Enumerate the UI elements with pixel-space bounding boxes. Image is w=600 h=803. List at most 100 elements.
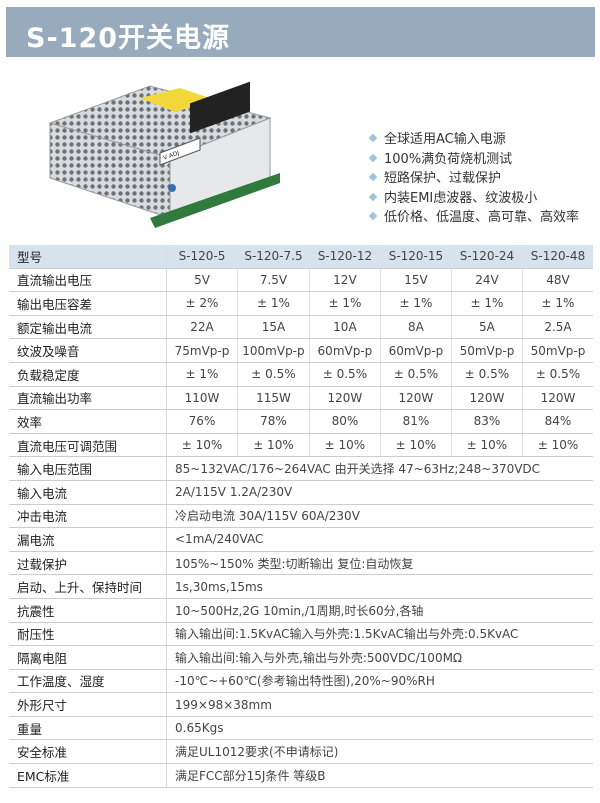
row-label: 工作温度、湿度 [9, 669, 167, 694]
diamond-bullet-icon [368, 192, 378, 201]
feature-text: 低价格、低温度、高可靠、高效率 [384, 210, 580, 225]
cell-value: 5A [451, 315, 523, 340]
cell-value: 24V [451, 268, 523, 293]
cell-value: ± 1% [237, 291, 310, 316]
spec-table: 型号 S-120-5 S-120-7.5 S-120-12 S-120-15 S-120-… [9, 245, 593, 788]
cell-value: 15A [237, 315, 310, 340]
row-label: 耐压性 [9, 622, 167, 647]
row-label: 过载保护 [9, 551, 167, 576]
title-banner: S-120开关电源 [6, 7, 595, 57]
cell-value: 60mVp-p [380, 338, 452, 363]
cell-value: ± 0.5% [451, 362, 523, 387]
row-label: 漏电流 [9, 527, 167, 552]
model-header: S-120-48 [522, 245, 593, 269]
row-label: 抗震性 [9, 598, 167, 623]
diamond-bullet-icon [368, 133, 378, 143]
cell-value: ± 1% [309, 291, 381, 316]
model-header: S-120-7.5 [237, 245, 310, 269]
cell-value: ± 0.5% [380, 362, 452, 387]
feature-item: 全球适用AC输入电源 [366, 130, 579, 150]
table-row: 直流输出功率 110W 115W 120W 120W 120W 120W [9, 386, 593, 411]
row-label: 直流输出功率 [9, 386, 167, 411]
cell-value: ± 0.5% [309, 362, 381, 387]
cell-value: 50mVp-p [451, 338, 523, 363]
cell-value: 78% [237, 409, 310, 434]
cell-value: 输入输出间:1.5KvAC输入与外壳:1.5KvAC输出与外壳:0.5KvAC [166, 622, 593, 647]
cell-value: ± 10% [380, 433, 452, 458]
table-row: 输出电压容差 ± 2% ± 1% ± 1% ± 1% ± 1% ± 1% [9, 291, 593, 316]
cell-value: 76% [166, 409, 239, 434]
cell-value: 10A [309, 315, 381, 340]
table-row: EMC标准 满足FCC部分15J条件 等级B [9, 763, 593, 788]
feature-text: 短路保护、过载保护 [384, 171, 502, 186]
model-header: S-120-12 [309, 245, 381, 269]
table-row: 漏电流 <1mA/240VAC [9, 527, 593, 552]
diamond-bullet-icon [368, 172, 378, 182]
table-header-row: 型号 S-120-5 S-120-7.5 S-120-12 S-120-15 S-120-… [9, 245, 593, 269]
cell-value: ± 2% [166, 291, 239, 316]
cell-value: 60mVp-p [309, 338, 381, 363]
cell-value: ± 0.5% [237, 362, 310, 387]
table-row: 输入电流 2A/115V 1.2A/230V [9, 480, 593, 505]
cell-value: 0.65Kgs [166, 716, 593, 741]
table-row: 冲击电流 冷启动电流 30A/115V 60A/230V [9, 504, 593, 529]
cell-value: 75mVp-p [166, 338, 239, 363]
cell-value: 115W [237, 386, 310, 411]
cell-value: 81% [380, 409, 452, 434]
row-label: 输入电压范围 [9, 456, 167, 481]
cell-value: -10℃~+60℃(参考输出特性图),20%~90%RH [166, 669, 593, 694]
cell-value: 100mVp-p [237, 338, 310, 363]
cell-value: ± 1% [380, 291, 452, 316]
cell-value: 7.5V [237, 268, 310, 293]
table-row: 直流电压可调范围 ± 10% ± 10% ± 10% ± 10% ± 10% ± 10% [9, 433, 593, 458]
cell-value: 2A/115V 1.2A/230V [166, 480, 593, 505]
table-row: 直流输出电压 5V 7.5V 12V 15V 24V 48V [9, 268, 593, 293]
cell-value: ± 10% [451, 433, 523, 458]
cell-value: 199×98×38mm [166, 692, 593, 717]
cell-value: 1s,30ms,15ms [166, 574, 593, 599]
feature-item: 内装EMI虑波器、纹波极小 [366, 189, 579, 209]
feature-list: 全球适用AC输入电源 100%满负荷烧机测试 短路保护、过载保护 内装EMI虑波器、纹… [366, 130, 579, 228]
cell-value: 110W [166, 386, 239, 411]
cell-value: 22A [166, 315, 239, 340]
model-header: S-120-24 [451, 245, 523, 269]
cell-value: ± 10% [309, 433, 381, 458]
model-header: S-120-15 [380, 245, 452, 269]
cell-value: ± 10% [166, 433, 239, 458]
cell-value: ± 10% [522, 433, 593, 458]
cell-value: ± 0.5% [522, 362, 593, 387]
table-row: 抗震性 10~500Hz,2G 10min,/1周期,时长60分,各轴 [9, 598, 593, 623]
cell-value: 85~132VAC/176~264VAC 由开关选择 47~63Hz;248~3… [166, 456, 593, 481]
feature-text: 全球适用AC输入电源 [384, 132, 506, 147]
cell-value: ± 1% [166, 362, 239, 387]
cell-value: 50mVp-p [522, 338, 593, 363]
page-title: S-120开关电源 [26, 23, 231, 54]
row-label: 纹波及噪音 [9, 338, 167, 363]
cell-value: 120W [380, 386, 452, 411]
cell-value: ± 1% [451, 291, 523, 316]
row-label: 冲击电流 [9, 504, 167, 529]
table-row: 负载稳定度 ± 1% ± 0.5% ± 0.5% ± 0.5% ± 0.5% ± 0.5% [9, 362, 593, 387]
row-label: 外形尺寸 [9, 692, 167, 717]
cell-value: <1mA/240VAC [166, 527, 593, 552]
table-row: 重量 0.65Kgs [9, 716, 593, 741]
cell-value: 5V [166, 268, 239, 293]
table-row: 效率 76% 78% 80% 81% 83% 84% [9, 409, 593, 434]
diamond-bullet-icon [368, 211, 378, 221]
table-row: 启动、上升、保持时间 1s,30ms,15ms [9, 574, 593, 599]
table-row: 安全标准 满足UL1012要求(不申请标记) [9, 739, 593, 765]
diamond-bullet-icon [368, 153, 378, 162]
cell-value: 10~500Hz,2G 10min,/1周期,时长60分,各轴 [166, 598, 593, 623]
cell-value: 120W [309, 386, 381, 411]
cell-value: 120W [522, 386, 593, 411]
row-label: 启动、上升、保持时间 [9, 574, 167, 599]
model-header: S-120-5 [166, 245, 239, 269]
cell-value: 输入输出间:输入与外壳,输出与外壳:500VDC/100MΩ [166, 645, 593, 670]
cell-value: 80% [309, 409, 381, 434]
table-row: 工作温度、湿度 -10℃~+60℃(参考输出特性图),20%~90%RH [9, 669, 593, 694]
feature-item: 低价格、低温度、高可靠、高效率 [366, 208, 579, 228]
cell-value: 2.5A [522, 315, 593, 340]
cell-value: 83% [451, 409, 523, 434]
cell-value: 15V [380, 268, 452, 293]
row-label: 输入电流 [9, 480, 167, 505]
